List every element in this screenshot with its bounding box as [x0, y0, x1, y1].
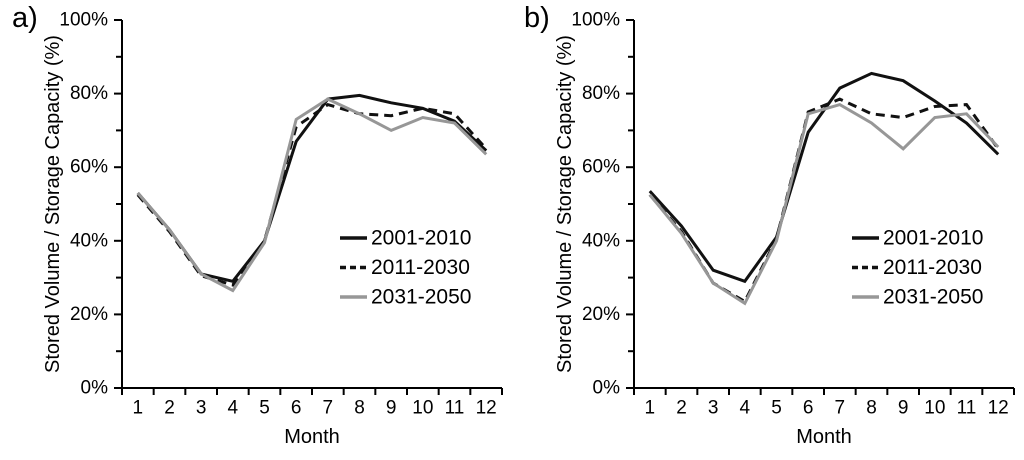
- x-tick-label: 2: [676, 398, 687, 419]
- x-tick-label: 5: [771, 398, 782, 419]
- x-tick-label: 2: [164, 398, 175, 419]
- x-tick-label: 8: [866, 398, 877, 419]
- legend-label: 2011-2030: [883, 256, 982, 279]
- y-axis-title: Stored Volume / Storage Capacity (%): [42, 35, 64, 373]
- series-line-2031-2050: [648, 102, 1000, 306]
- legend-label: 2031-2050: [883, 286, 983, 309]
- y-axis-title: Stored Volume / Storage Capacity (%): [554, 35, 576, 373]
- x-tick-label: 10: [412, 398, 433, 419]
- x-axis-title: Month: [796, 426, 852, 448]
- x-tick-label: 10: [924, 398, 945, 419]
- x-tick-label: 12: [476, 398, 497, 419]
- y-tick-label: 100%: [571, 10, 620, 31]
- y-tick-label: 60%: [582, 157, 620, 178]
- legend-label: 2001-2010: [371, 227, 471, 250]
- x-tick-label: 12: [988, 398, 1009, 419]
- y-tick-label: 0%: [593, 378, 621, 399]
- y-tick-label: 60%: [70, 157, 108, 178]
- y-tick-label: 80%: [70, 83, 108, 104]
- x-tick-label: 9: [386, 398, 397, 419]
- x-tick-label: 3: [196, 398, 207, 419]
- y-tick-label: 40%: [582, 230, 620, 251]
- chart-b: 0%20%40%60%80%100%1 2 3 4 5 6 7 8 9 10 11 12MonthSt…: [554, 10, 1015, 448]
- y-tick-label: 40%: [70, 230, 108, 251]
- x-tick-label: 7: [323, 398, 334, 419]
- panel-b-label: b): [524, 2, 550, 34]
- x-tick-label: 1: [645, 398, 656, 419]
- legend-label: 2001-2010: [883, 227, 983, 250]
- panel-a-label: a): [12, 2, 38, 34]
- x-tick-label: 1: [133, 398, 144, 419]
- x-tick-label: 4: [228, 398, 239, 419]
- x-tick-label: 11: [957, 398, 977, 419]
- x-tick-label: 11: [445, 398, 465, 419]
- x-tick-label: 6: [291, 398, 302, 419]
- panel-b: b) 0% 20% 40% 60% 80% 100% 1 2 3 4 5 6 7 8 9 10 11 12 Mont…: [512, 0, 1024, 455]
- series-line-2001-2010: [136, 93, 488, 283]
- y-tick-label: 20%: [582, 304, 620, 325]
- panel-a: a) 0% 20% 40% 60% 80% 100% 1 2 3 4 5 6 7 8 9 10 11 12 Mont…: [0, 0, 512, 455]
- x-tick-label: 4: [740, 398, 751, 419]
- x-axis-title: Month: [284, 426, 340, 448]
- x-tick-label: 9: [898, 398, 909, 419]
- x-tick-label: 5: [259, 398, 270, 419]
- chart-a: 0%20%40%60%80%100%1 2 3 4 5 6 7 8 9 10 11 12MonthSt…: [42, 10, 503, 448]
- x-tick-label: 7: [835, 398, 846, 419]
- series-line-2031-2050: [136, 97, 488, 293]
- x-tick-label: 3: [708, 398, 719, 419]
- legend-label: 2031-2050: [371, 286, 471, 309]
- y-tick-label: 0%: [81, 378, 109, 399]
- y-tick-label: 100%: [59, 10, 108, 31]
- x-tick-label: 6: [803, 398, 814, 419]
- legend-label: 2011-2030: [371, 256, 470, 279]
- x-tick-label: 8: [354, 398, 365, 419]
- y-tick-label: 20%: [70, 304, 108, 325]
- y-tick-label: 80%: [582, 83, 620, 104]
